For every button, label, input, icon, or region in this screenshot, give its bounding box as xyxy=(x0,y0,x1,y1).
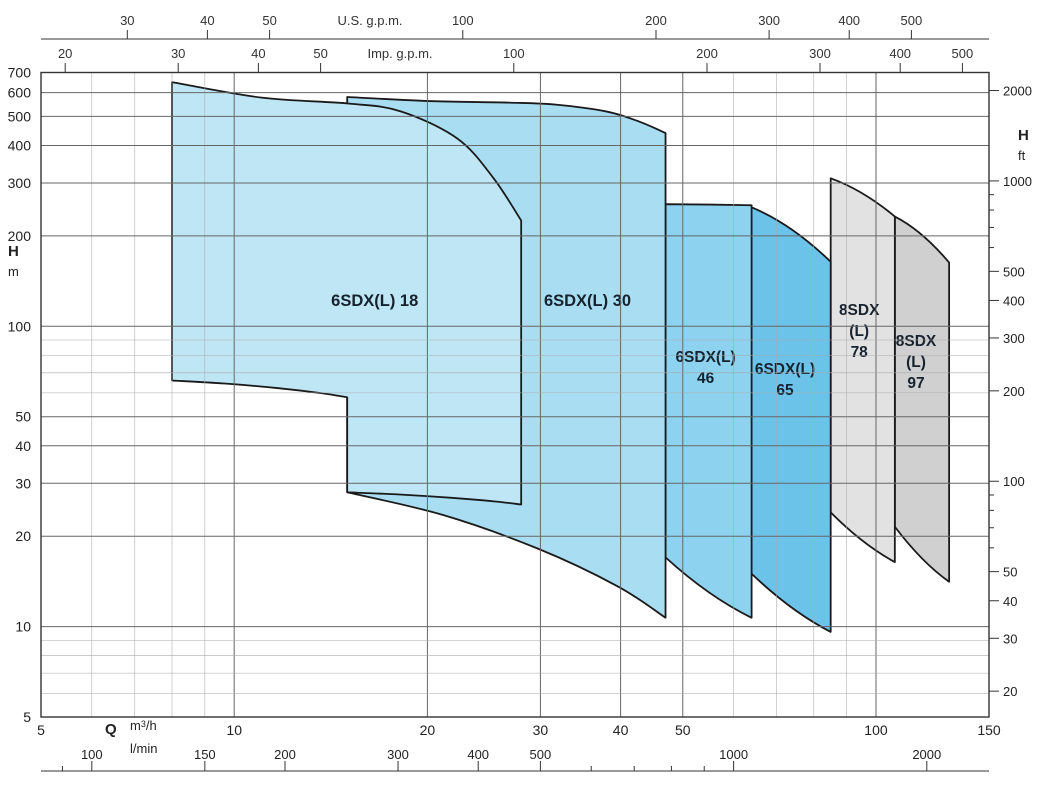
svg-text:300: 300 xyxy=(758,13,780,28)
svg-text:500: 500 xyxy=(8,108,32,124)
svg-text:6SDX(L): 6SDX(L) xyxy=(675,349,735,366)
svg-text:700: 700 xyxy=(8,65,32,81)
svg-text:20: 20 xyxy=(420,722,436,738)
svg-text:50: 50 xyxy=(313,46,327,61)
svg-text:6SDX(L) 30: 6SDX(L) 30 xyxy=(544,292,631,310)
svg-text:65: 65 xyxy=(776,382,794,399)
svg-text:400: 400 xyxy=(838,13,860,28)
svg-text:Q: Q xyxy=(105,721,117,738)
svg-text:5: 5 xyxy=(37,722,45,738)
svg-text:6SDX(L): 6SDX(L) xyxy=(755,361,815,378)
svg-text:H: H xyxy=(1018,127,1029,144)
svg-text:(L): (L) xyxy=(849,323,869,340)
svg-text:40: 40 xyxy=(613,722,629,738)
svg-text:40: 40 xyxy=(251,46,265,61)
svg-text:10: 10 xyxy=(226,722,242,738)
svg-text:100: 100 xyxy=(81,747,103,762)
svg-text:20: 20 xyxy=(1003,684,1017,699)
svg-text:Imp. g.p.m.: Imp. g.p.m. xyxy=(367,46,432,61)
svg-text:H: H xyxy=(8,243,19,260)
svg-text:200: 200 xyxy=(1003,384,1025,399)
svg-text:40: 40 xyxy=(200,13,214,28)
svg-text:30: 30 xyxy=(1003,631,1017,646)
svg-text:400: 400 xyxy=(467,747,489,762)
svg-text:1000: 1000 xyxy=(1003,174,1032,189)
svg-text:300: 300 xyxy=(1003,331,1025,346)
svg-text:(L): (L) xyxy=(906,354,926,371)
svg-text:50: 50 xyxy=(15,409,31,425)
svg-text:30: 30 xyxy=(15,475,31,491)
svg-text:1000: 1000 xyxy=(719,747,748,762)
svg-text:ft: ft xyxy=(1018,148,1026,163)
svg-text:100: 100 xyxy=(452,13,474,28)
svg-text:m: m xyxy=(8,264,19,279)
svg-text:97: 97 xyxy=(907,375,924,392)
svg-text:500: 500 xyxy=(530,747,552,762)
svg-text:20: 20 xyxy=(15,528,31,544)
svg-text:20: 20 xyxy=(58,46,72,61)
svg-text:400: 400 xyxy=(1003,293,1025,308)
svg-text:8SDX: 8SDX xyxy=(896,333,937,350)
svg-text:400: 400 xyxy=(889,46,911,61)
svg-text:l/min: l/min xyxy=(130,741,157,756)
svg-text:200: 200 xyxy=(645,13,667,28)
svg-text:5: 5 xyxy=(23,709,31,725)
svg-text:50: 50 xyxy=(675,722,691,738)
svg-text:30: 30 xyxy=(120,13,134,28)
svg-text:78: 78 xyxy=(851,344,869,361)
svg-text:6SDX(L) 18: 6SDX(L) 18 xyxy=(331,292,418,310)
svg-text:200: 200 xyxy=(8,228,32,244)
svg-text:100: 100 xyxy=(8,318,32,334)
svg-text:200: 200 xyxy=(696,46,718,61)
svg-text:300: 300 xyxy=(809,46,831,61)
svg-text:300: 300 xyxy=(387,747,409,762)
svg-text:200: 200 xyxy=(274,747,296,762)
svg-text:300: 300 xyxy=(8,175,32,191)
svg-text:30: 30 xyxy=(533,722,549,738)
svg-text:8SDX: 8SDX xyxy=(839,302,880,319)
svg-text:600: 600 xyxy=(8,85,32,101)
svg-text:150: 150 xyxy=(194,747,216,762)
svg-text:400: 400 xyxy=(8,137,32,153)
svg-text:2000: 2000 xyxy=(1003,84,1032,99)
svg-text:100: 100 xyxy=(503,46,525,61)
svg-text:U.S. g.p.m.: U.S. g.p.m. xyxy=(337,13,402,28)
svg-text:500: 500 xyxy=(1003,264,1025,279)
svg-text:10: 10 xyxy=(15,619,31,635)
svg-text:40: 40 xyxy=(1003,594,1017,609)
svg-text:50: 50 xyxy=(262,13,276,28)
svg-text:500: 500 xyxy=(952,46,974,61)
svg-text:2000: 2000 xyxy=(912,747,941,762)
svg-text:500: 500 xyxy=(901,13,923,28)
svg-text:50: 50 xyxy=(1003,565,1017,580)
svg-text:100: 100 xyxy=(1003,474,1025,489)
svg-text:150: 150 xyxy=(977,722,1001,738)
svg-text:30: 30 xyxy=(171,46,185,61)
svg-text:40: 40 xyxy=(15,438,31,454)
svg-text:100: 100 xyxy=(864,722,888,738)
